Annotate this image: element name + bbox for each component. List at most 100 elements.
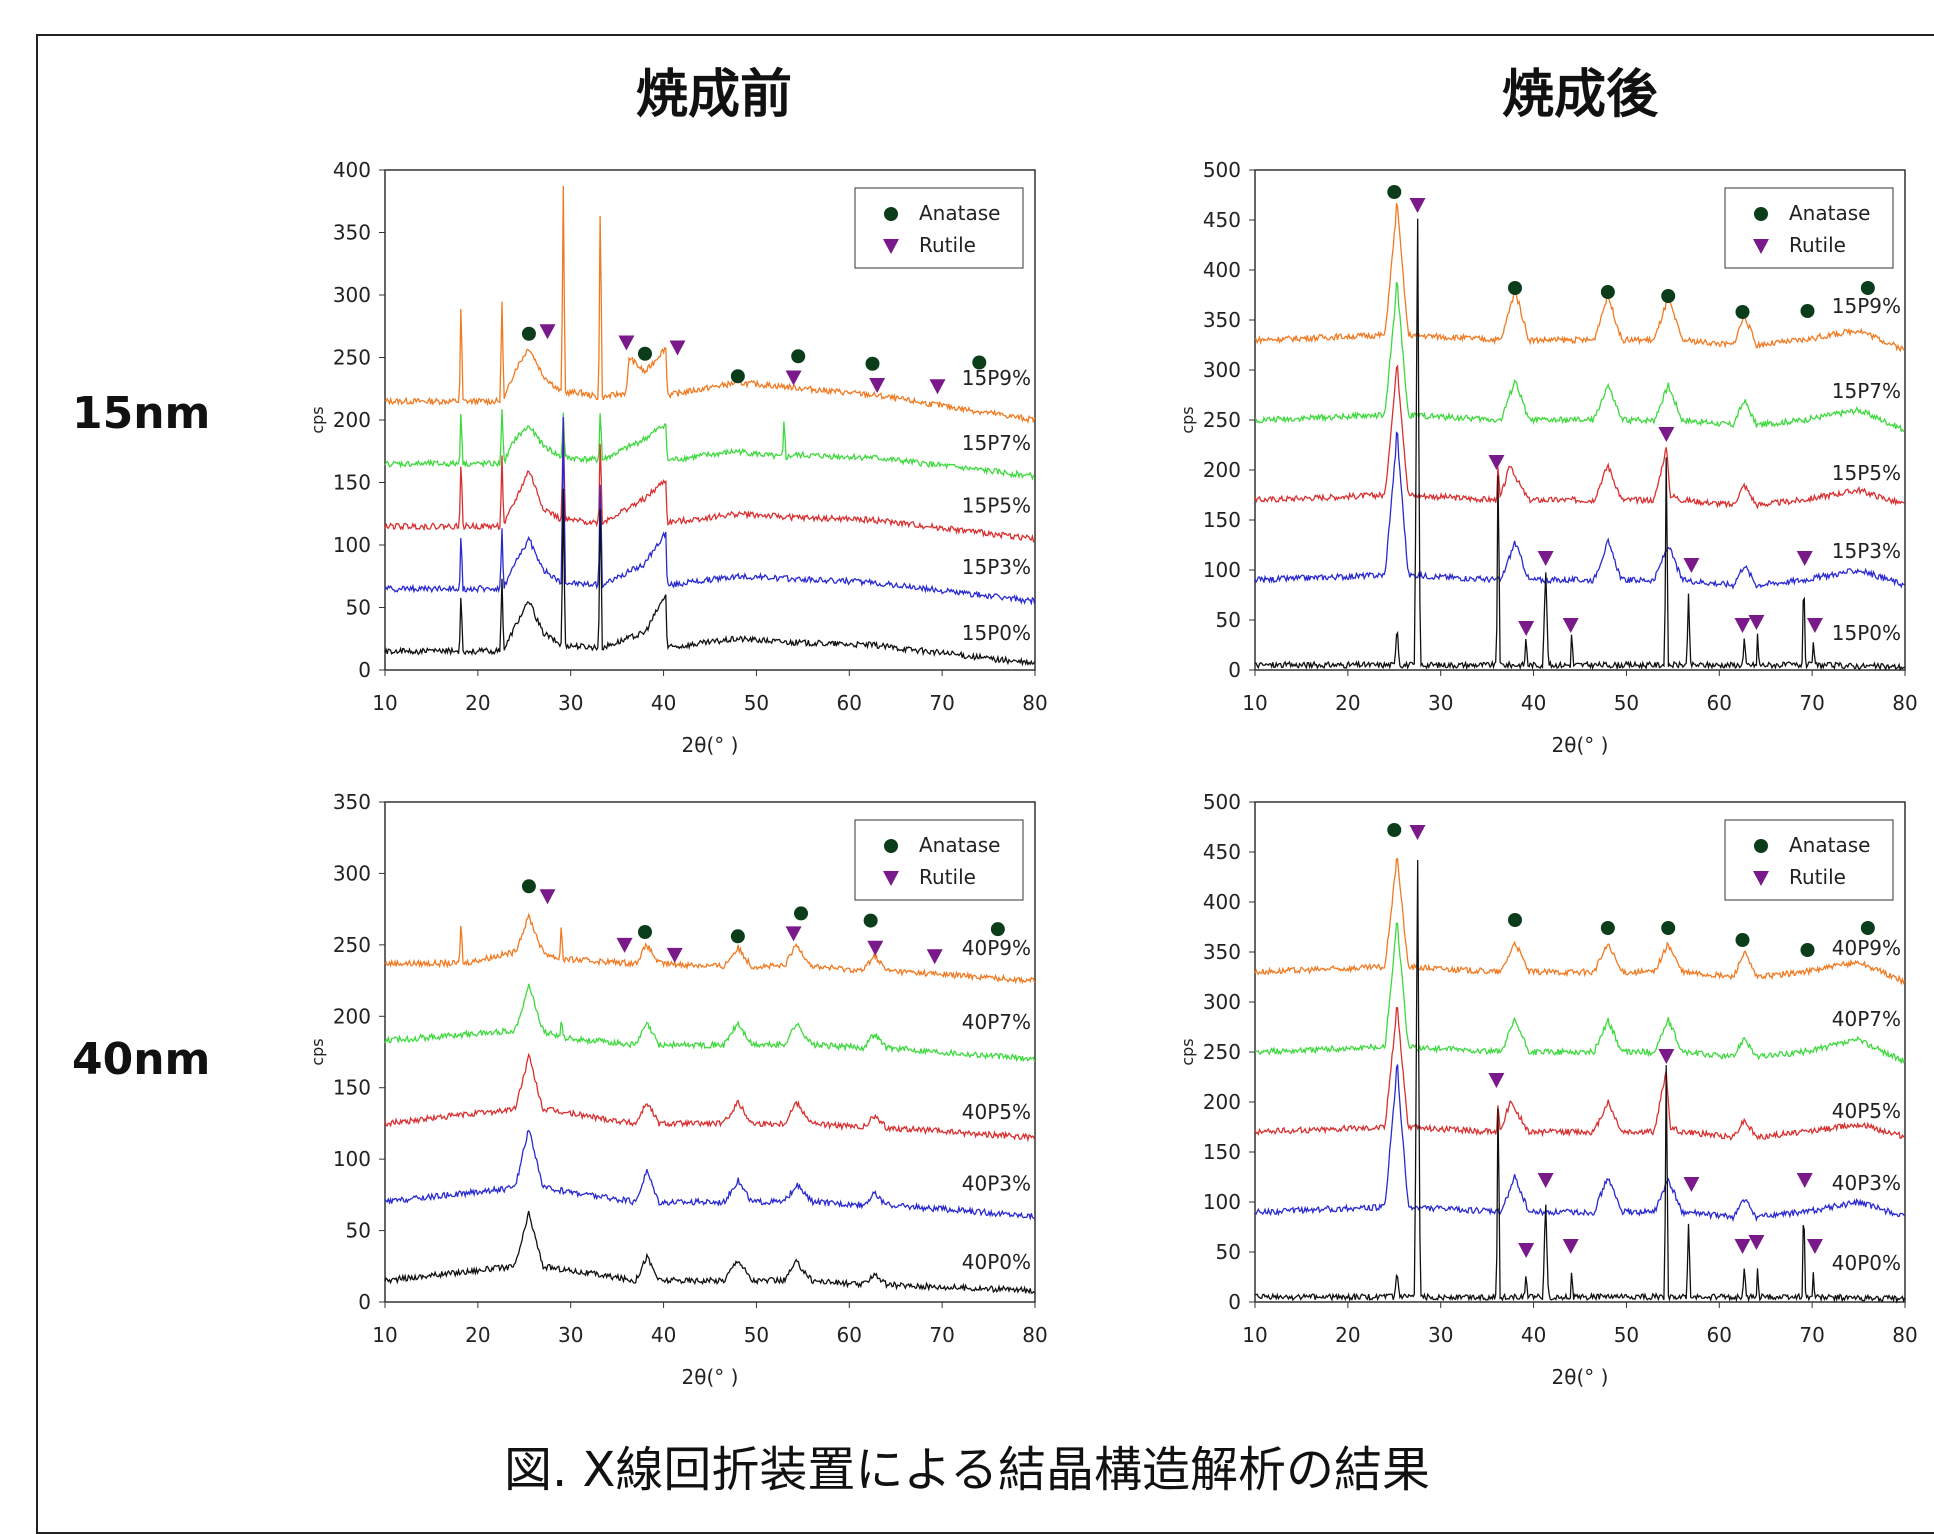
anatase-marker bbox=[1800, 943, 1815, 957]
rutile-marker bbox=[1683, 1177, 1700, 1192]
series-label: 40P5% bbox=[1832, 1099, 1901, 1123]
series-line-15P0% bbox=[384, 488, 1036, 667]
series-line-15P9% bbox=[1254, 203, 1905, 353]
x-tick-label: 20 bbox=[465, 691, 490, 715]
series-label: 15P9% bbox=[1832, 294, 1901, 318]
rutile-marker bbox=[1409, 198, 1426, 213]
x-tick-label: 80 bbox=[1892, 691, 1917, 715]
column-header-after: 焼成後 bbox=[1501, 65, 1658, 125]
anatase-marker bbox=[1600, 921, 1615, 935]
x-tick-label: 30 bbox=[558, 691, 583, 715]
series-label: 40P9% bbox=[962, 936, 1031, 960]
x-tick-label: 60 bbox=[1707, 1323, 1732, 1347]
legend-anatase-symbol bbox=[884, 839, 898, 853]
legend-rutile-symbol bbox=[1753, 871, 1769, 886]
y-tick-label: 100 bbox=[1203, 558, 1241, 582]
x-tick-label: 50 bbox=[1614, 691, 1639, 715]
rutile-marker bbox=[1806, 618, 1823, 633]
legend-anatase-label: Anatase bbox=[1789, 201, 1870, 225]
y-tick-label: 100 bbox=[1203, 1190, 1241, 1214]
series-label: 40P9% bbox=[1832, 936, 1901, 960]
series-label: 40P5% bbox=[962, 1100, 1031, 1124]
y-tick-label: 300 bbox=[333, 283, 371, 307]
series-label: 40P3% bbox=[962, 1172, 1031, 1196]
y-tick-label: 350 bbox=[333, 790, 371, 814]
y-tick-label: 450 bbox=[1203, 208, 1241, 232]
rutile-marker bbox=[666, 947, 683, 963]
legend-rutile-label: Rutile bbox=[1789, 233, 1846, 257]
series-label: 15P7% bbox=[1832, 379, 1901, 403]
x-tick-label: 60 bbox=[837, 1323, 862, 1347]
series-line-15P7% bbox=[384, 409, 1035, 481]
series-line-40P0% bbox=[1254, 859, 1906, 1304]
legend-anatase-symbol bbox=[1754, 839, 1768, 853]
rutile-marker bbox=[1796, 551, 1813, 566]
series-label: 15P5% bbox=[1832, 461, 1901, 485]
x-tick-label: 40 bbox=[651, 1323, 676, 1347]
legend-anatase-symbol bbox=[1754, 207, 1768, 221]
series-label: 15P7% bbox=[962, 431, 1031, 455]
x-tick-label: 50 bbox=[744, 1323, 769, 1347]
x-tick-label: 70 bbox=[929, 1323, 954, 1347]
x-tick-label: 70 bbox=[1799, 1323, 1824, 1347]
y-tick-label: 0 bbox=[1228, 658, 1241, 682]
series-label: 15P9% bbox=[962, 366, 1031, 390]
series-line-15P0% bbox=[1255, 218, 1905, 672]
x-tick-label: 10 bbox=[372, 1323, 397, 1347]
rutile-marker bbox=[1748, 1235, 1765, 1250]
y-tick-label: 150 bbox=[1203, 1140, 1241, 1164]
x-axis-label: 2θ(° ) bbox=[1552, 1365, 1609, 1389]
legend-anatase-label: Anatase bbox=[919, 833, 1000, 857]
y-tick-label: 250 bbox=[1203, 1040, 1241, 1064]
y-tick-label: 200 bbox=[1203, 458, 1241, 482]
rutile-marker bbox=[1537, 551, 1554, 566]
column-header-before: 焼成前 bbox=[635, 65, 792, 125]
anatase-marker bbox=[1735, 305, 1750, 319]
anatase-marker bbox=[1800, 304, 1815, 318]
anatase-marker bbox=[1860, 281, 1875, 295]
legend-rutile-label: Rutile bbox=[1789, 865, 1846, 889]
x-axis-label: 2θ(° ) bbox=[682, 733, 739, 757]
series-line-15P5% bbox=[384, 417, 1036, 544]
x-tick-label: 20 bbox=[1335, 1323, 1360, 1347]
legend-anatase-symbol bbox=[884, 207, 898, 221]
rutile-marker bbox=[616, 937, 633, 953]
series-line-40P9% bbox=[1254, 858, 1906, 986]
series-line-40P5% bbox=[384, 1052, 1036, 1143]
series-line-15P5% bbox=[1254, 364, 1905, 510]
series-line-15P7% bbox=[1254, 281, 1905, 433]
series-line-40P9% bbox=[384, 912, 1036, 985]
rutile-marker bbox=[1562, 618, 1579, 633]
rutile-marker bbox=[1796, 1173, 1813, 1188]
y-tick-label: 0 bbox=[358, 658, 371, 682]
series-label: 15P5% bbox=[962, 494, 1031, 518]
xrd-chart-15nm-before: 0 50 100 150 200 250 300 350 400 10 20 30 40 50 60 70 80… bbox=[308, 158, 1048, 757]
series-label: 15P3% bbox=[1832, 539, 1901, 563]
legend-box bbox=[854, 187, 1024, 269]
series-line-40P5% bbox=[1254, 1007, 1905, 1141]
x-tick-label: 10 bbox=[372, 691, 397, 715]
rutile-marker bbox=[1683, 558, 1700, 573]
x-tick-label: 70 bbox=[1799, 691, 1824, 715]
series-label: 40P7% bbox=[1832, 1007, 1901, 1031]
y-tick-label: 500 bbox=[1203, 158, 1241, 182]
anatase-marker bbox=[1508, 913, 1522, 927]
rutile-marker bbox=[1806, 1239, 1823, 1254]
x-tick-label: 50 bbox=[744, 691, 769, 715]
y-tick-label: 350 bbox=[333, 221, 371, 245]
anatase-marker bbox=[794, 906, 808, 921]
rutile-marker bbox=[1409, 825, 1426, 840]
rutile-marker bbox=[926, 949, 943, 965]
y-tick-label: 350 bbox=[1203, 308, 1241, 332]
anatase-marker bbox=[972, 355, 987, 370]
x-tick-label: 60 bbox=[837, 691, 862, 715]
x-tick-label: 10 bbox=[1242, 1323, 1267, 1347]
legend-rutile-symbol bbox=[883, 871, 899, 886]
rutile-marker bbox=[1488, 455, 1505, 470]
y-tick-label: 0 bbox=[358, 1290, 371, 1314]
rutile-marker bbox=[1658, 427, 1675, 442]
x-tick-label: 50 bbox=[1614, 1323, 1639, 1347]
anatase-marker bbox=[1508, 281, 1522, 295]
y-tick-label: 50 bbox=[1216, 608, 1241, 632]
rutile-marker bbox=[867, 940, 884, 956]
